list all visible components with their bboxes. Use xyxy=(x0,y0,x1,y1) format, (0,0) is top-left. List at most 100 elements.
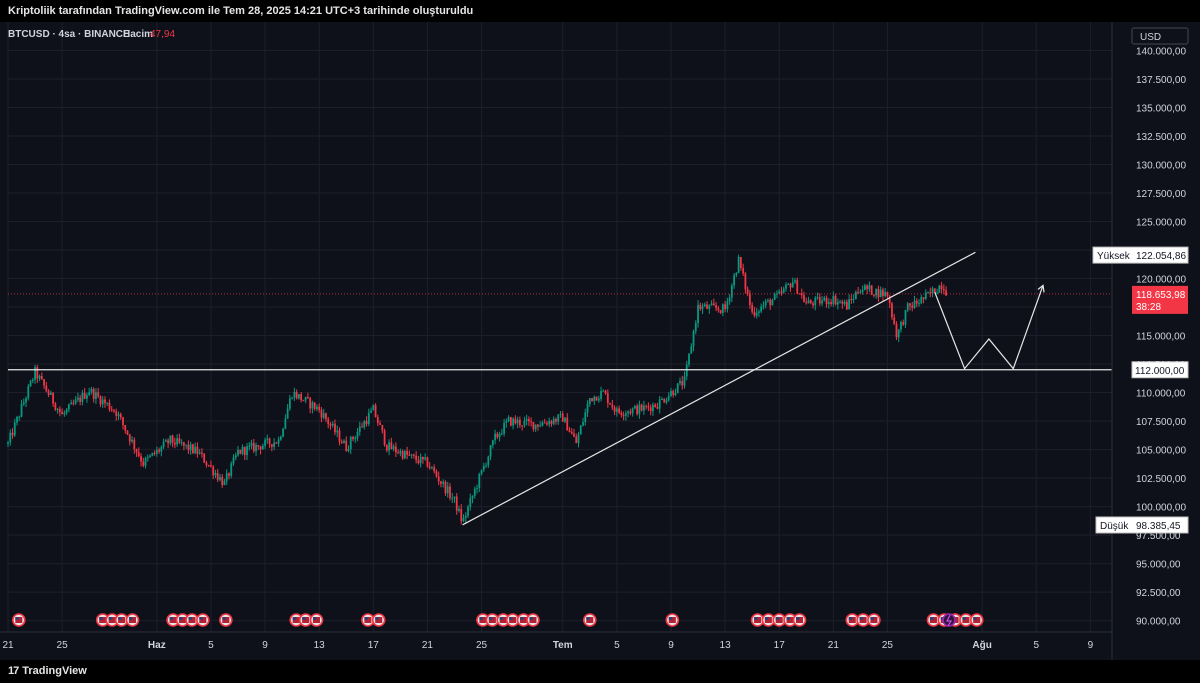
candle-body xyxy=(131,439,133,442)
us-flag-event-icon[interactable] xyxy=(185,613,199,627)
candle-body xyxy=(47,391,50,395)
us-flag-event-icon[interactable] xyxy=(792,613,807,627)
candle-body xyxy=(638,404,641,415)
candle-body xyxy=(433,467,436,472)
candle-body xyxy=(318,406,321,410)
us-flag-event-icon[interactable] xyxy=(750,613,765,627)
candle-body xyxy=(345,440,348,451)
candle-body xyxy=(34,367,36,380)
us-flag-event-icon[interactable] xyxy=(485,613,500,627)
time-tick-label: 5 xyxy=(614,640,620,651)
candle-body xyxy=(478,474,481,489)
candle-body xyxy=(557,414,560,422)
us-flag-event-icon[interactable] xyxy=(196,613,210,627)
candle-body xyxy=(205,462,208,466)
tradingview-logo[interactable]: 17 TradingView xyxy=(8,660,87,683)
projection-path[interactable] xyxy=(934,285,1044,370)
us-flag-event-icon[interactable] xyxy=(969,613,984,627)
candle-body xyxy=(841,301,844,304)
us-flag-event-icon[interactable] xyxy=(526,613,540,627)
candle-body xyxy=(688,353,690,365)
candle-body xyxy=(307,397,309,399)
us-flag-event-icon[interactable] xyxy=(371,613,386,627)
candle-body xyxy=(264,439,266,446)
candle-body xyxy=(388,442,390,451)
event-icon-canton xyxy=(199,617,203,620)
candle-body xyxy=(95,392,97,399)
time-tick-label: 25 xyxy=(476,640,488,651)
candle-body xyxy=(437,476,440,482)
candle-body xyxy=(787,284,790,286)
candle-body xyxy=(284,418,287,429)
candle-body xyxy=(507,417,510,422)
event-icon-canton xyxy=(479,617,483,620)
candle-body xyxy=(424,457,427,460)
us-flag-event-icon[interactable] xyxy=(219,613,233,627)
us-flag-event-icon[interactable] xyxy=(95,613,110,627)
candle-body xyxy=(909,303,911,306)
candle-body xyxy=(516,419,519,424)
currency-box[interactable] xyxy=(1131,27,1189,45)
candle-body xyxy=(304,397,307,401)
chart-frame[interactable]: 140.000,00 137.500,00 135.000,00 132.500,00… xyxy=(0,22,1200,660)
candle-body xyxy=(652,404,654,412)
candle-body xyxy=(534,424,537,430)
time-tick-label: 13 xyxy=(720,640,732,651)
us-flag-event-icon[interactable] xyxy=(665,613,680,627)
lightning-icon-bolt xyxy=(946,614,953,627)
price-tick-label: 100.000,00 xyxy=(1136,503,1186,514)
time-tick-label: Ağu xyxy=(972,640,991,651)
candle-body xyxy=(699,304,702,310)
us-flag-event-icon[interactable] xyxy=(516,613,531,627)
candle-body xyxy=(381,424,384,431)
candle-body xyxy=(397,452,400,454)
candle-body xyxy=(918,303,920,305)
candle-body xyxy=(604,390,607,394)
time-tick-label: 9 xyxy=(668,640,674,651)
us-flag-event-icon[interactable] xyxy=(582,613,597,627)
candle-body xyxy=(746,289,749,294)
candle-body xyxy=(246,446,248,456)
candle-body xyxy=(706,304,708,309)
us-flag-event-icon[interactable] xyxy=(783,613,797,627)
us-flag-event-icon[interactable] xyxy=(125,613,140,627)
candle-body xyxy=(728,297,731,302)
candle-body xyxy=(600,391,602,399)
candle-body xyxy=(101,399,104,405)
candle-body xyxy=(297,394,300,399)
candle-body xyxy=(588,398,591,405)
candle-body xyxy=(595,396,598,401)
event-icon-canton xyxy=(364,617,368,620)
candle-body xyxy=(769,299,772,306)
us-flag-event-icon[interactable] xyxy=(166,613,180,627)
candle-body xyxy=(701,306,704,310)
us-flag-event-icon[interactable] xyxy=(867,613,881,627)
candle-body xyxy=(336,430,339,433)
trendline[interactable] xyxy=(462,251,976,526)
us-flag-event-icon[interactable] xyxy=(12,613,26,627)
candle-body xyxy=(498,433,501,438)
legend-volume-value: 47,94 xyxy=(150,29,175,40)
event-icon-canton xyxy=(929,617,934,620)
candle-body xyxy=(149,455,151,458)
lightning-event-icon[interactable] xyxy=(942,613,956,627)
candle-body xyxy=(936,292,938,294)
candle-body xyxy=(449,486,451,498)
candle-body xyxy=(922,297,925,299)
candle-body xyxy=(383,430,386,445)
candle-body xyxy=(140,456,142,462)
candle-body xyxy=(401,451,404,459)
candle-body xyxy=(767,299,769,302)
candle-body xyxy=(221,477,224,486)
us-flag-event-icon[interactable] xyxy=(105,613,119,627)
price-tick-label: 130.000,00 xyxy=(1136,161,1186,172)
candle-body xyxy=(760,306,763,312)
candle-body xyxy=(74,399,77,404)
candle-body xyxy=(230,463,233,476)
price-tick-label: 115.000,00 xyxy=(1136,332,1186,343)
us-flag-event-icon[interactable] xyxy=(309,613,324,627)
candle-body xyxy=(374,405,377,418)
price-chart[interactable]: 140.000,00 137.500,00 135.000,00 132.500,00… xyxy=(0,22,1200,660)
candle-body xyxy=(27,386,30,399)
candle-body xyxy=(661,399,663,401)
